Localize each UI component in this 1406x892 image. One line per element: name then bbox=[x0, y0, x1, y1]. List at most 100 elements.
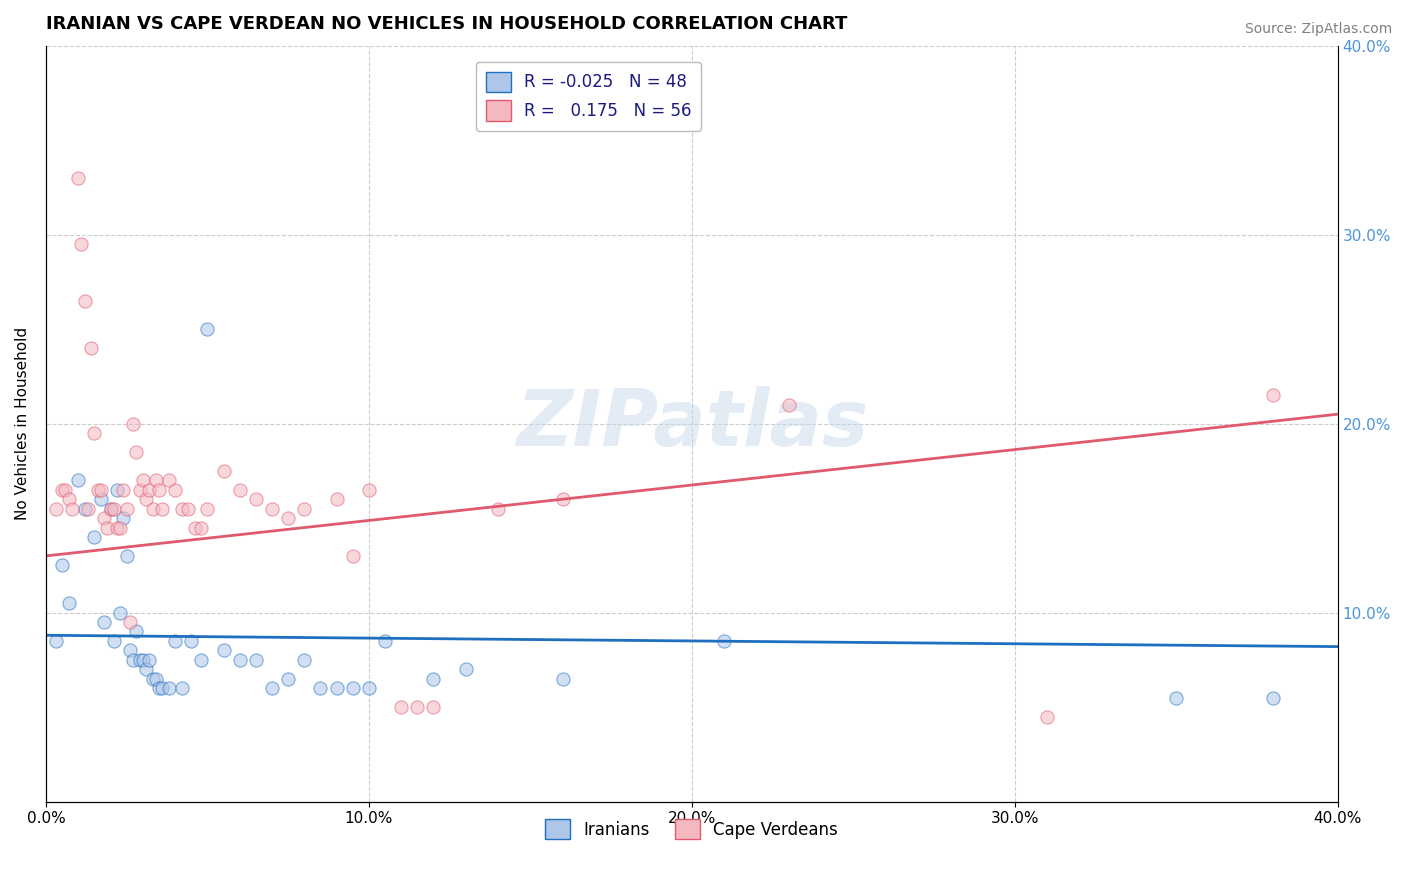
Point bbox=[486, 501, 509, 516]
Point bbox=[138, 653, 160, 667]
Point bbox=[45, 501, 67, 516]
Point bbox=[73, 501, 96, 516]
Point bbox=[148, 681, 170, 696]
Point bbox=[118, 615, 141, 629]
Point bbox=[1261, 388, 1284, 402]
Point bbox=[90, 483, 112, 497]
Point bbox=[132, 473, 155, 487]
Point bbox=[128, 653, 150, 667]
Point bbox=[406, 700, 429, 714]
Point bbox=[105, 483, 128, 497]
Point bbox=[132, 653, 155, 667]
Point bbox=[58, 492, 80, 507]
Point bbox=[135, 662, 157, 676]
Point bbox=[228, 653, 250, 667]
Point bbox=[342, 681, 364, 696]
Text: IRANIAN VS CAPE VERDEAN NO VEHICLES IN HOUSEHOLD CORRELATION CHART: IRANIAN VS CAPE VERDEAN NO VEHICLES IN H… bbox=[46, 15, 848, 33]
Point bbox=[122, 653, 145, 667]
Point bbox=[83, 426, 105, 441]
Point bbox=[1261, 690, 1284, 705]
Point bbox=[150, 681, 173, 696]
Point bbox=[93, 511, 115, 525]
Point bbox=[125, 624, 148, 639]
Point bbox=[228, 483, 250, 497]
Point bbox=[100, 501, 122, 516]
Point bbox=[80, 341, 103, 355]
Point bbox=[309, 681, 332, 696]
Y-axis label: No Vehicles in Household: No Vehicles in Household bbox=[15, 327, 30, 520]
Point bbox=[212, 464, 235, 478]
Point bbox=[180, 634, 202, 648]
Point bbox=[183, 520, 205, 534]
Point bbox=[105, 520, 128, 534]
Point bbox=[67, 473, 90, 487]
Point bbox=[110, 520, 132, 534]
Point bbox=[145, 672, 167, 686]
Point bbox=[73, 293, 96, 308]
Point bbox=[93, 615, 115, 629]
Point bbox=[141, 672, 163, 686]
Point bbox=[177, 501, 200, 516]
Point bbox=[1036, 709, 1059, 723]
Legend: Iranians, Cape Verdeans: Iranians, Cape Verdeans bbox=[538, 813, 845, 847]
Point bbox=[53, 483, 76, 497]
Point bbox=[277, 511, 299, 525]
Point bbox=[150, 501, 173, 516]
Point bbox=[112, 511, 135, 525]
Point bbox=[118, 643, 141, 657]
Text: ZIPatlas: ZIPatlas bbox=[516, 385, 868, 462]
Text: Source: ZipAtlas.com: Source: ZipAtlas.com bbox=[1244, 22, 1392, 37]
Point bbox=[245, 492, 267, 507]
Point bbox=[165, 634, 187, 648]
Point bbox=[190, 653, 212, 667]
Point bbox=[141, 501, 163, 516]
Point bbox=[83, 530, 105, 544]
Point bbox=[260, 681, 283, 696]
Point bbox=[51, 483, 73, 497]
Point bbox=[157, 473, 180, 487]
Point bbox=[292, 501, 315, 516]
Point bbox=[422, 700, 444, 714]
Point bbox=[90, 492, 112, 507]
Point bbox=[190, 520, 212, 534]
Point bbox=[138, 483, 160, 497]
Point bbox=[96, 520, 118, 534]
Point bbox=[112, 483, 135, 497]
Point bbox=[128, 483, 150, 497]
Point bbox=[260, 501, 283, 516]
Point bbox=[145, 473, 167, 487]
Point bbox=[67, 170, 90, 185]
Point bbox=[115, 501, 138, 516]
Point bbox=[1166, 690, 1188, 705]
Point bbox=[60, 501, 83, 516]
Point bbox=[70, 237, 93, 252]
Point bbox=[170, 681, 193, 696]
Point bbox=[277, 672, 299, 686]
Point bbox=[122, 417, 145, 431]
Point bbox=[778, 398, 800, 412]
Point bbox=[454, 662, 477, 676]
Point bbox=[212, 643, 235, 657]
Point bbox=[292, 653, 315, 667]
Point bbox=[103, 501, 125, 516]
Point bbox=[422, 672, 444, 686]
Point bbox=[357, 681, 380, 696]
Point bbox=[86, 483, 108, 497]
Point bbox=[170, 501, 193, 516]
Point bbox=[197, 322, 219, 336]
Point bbox=[245, 653, 267, 667]
Point bbox=[325, 681, 347, 696]
Point bbox=[357, 483, 380, 497]
Point bbox=[58, 596, 80, 610]
Point bbox=[100, 501, 122, 516]
Point bbox=[125, 445, 148, 459]
Point bbox=[45, 634, 67, 648]
Point bbox=[551, 672, 574, 686]
Point bbox=[165, 483, 187, 497]
Point bbox=[115, 549, 138, 563]
Point bbox=[51, 558, 73, 573]
Point bbox=[551, 492, 574, 507]
Point bbox=[148, 483, 170, 497]
Point bbox=[389, 700, 412, 714]
Point bbox=[342, 549, 364, 563]
